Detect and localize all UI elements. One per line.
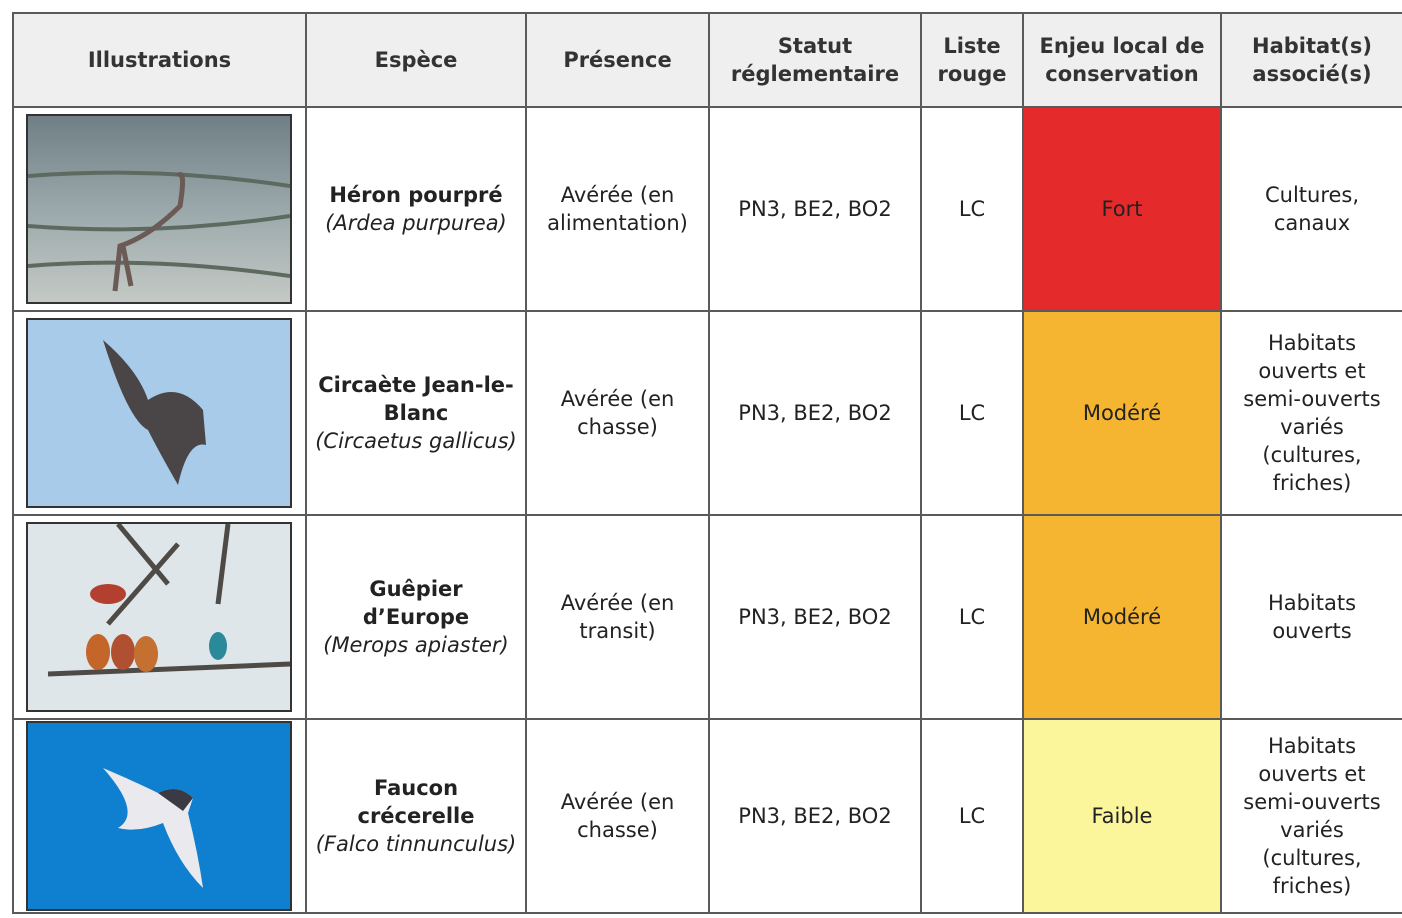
row: Circaète Jean-le-Blanc (Circaetus gallicu…	[12, 310, 1402, 516]
enjeu: Fort	[1022, 106, 1222, 312]
species-cell: Circaète Jean-le-Blanc (Circaetus gallicu…	[305, 310, 527, 516]
latin-name: (Circaetus gallicus)	[315, 429, 517, 453]
species-name: Circaète Jean-le-Blanc	[318, 373, 514, 425]
photo	[26, 114, 292, 304]
photo-cell	[12, 310, 307, 516]
header-cell: Illustrations	[12, 12, 307, 108]
header-cell: Liste rouge	[920, 12, 1024, 108]
bird-illustration	[28, 723, 290, 909]
species-cell: Héron pourpré (Ardea purpurea)	[305, 106, 527, 312]
header-cell: Espèce	[305, 12, 527, 108]
photo	[26, 318, 292, 508]
habitat: Cultures, canaux	[1220, 106, 1402, 312]
header-row: Illustrations Espèce Présence Statut réglem…	[12, 12, 1402, 108]
habitat: Habitats ouverts et semi-ouverts variés …	[1220, 718, 1402, 914]
species-name: Faucon crécerelle	[357, 776, 475, 828]
liste-rouge: LC	[920, 310, 1024, 516]
latin-name: (Ardea purpurea)	[325, 211, 507, 235]
enjeu: Faible	[1022, 718, 1222, 914]
statut: PN3, BE2, BO2	[708, 310, 922, 516]
photo	[26, 721, 292, 911]
row: Faucon crécerelle (Falco tinnunculus) Avér…	[12, 718, 1402, 914]
table-body: Héron pourpré (Ardea purpurea) Avérée (en …	[12, 106, 1402, 914]
habitat: Habitats ouverts	[1220, 514, 1402, 720]
statut: PN3, BE2, BO2	[708, 718, 922, 914]
species-cell: Faucon crécerelle (Falco tinnunculus)	[305, 718, 527, 914]
presence: Avérée (en transit)	[525, 514, 710, 720]
presence: Avérée (en alimentation)	[525, 106, 710, 312]
header-cell: Habitat(s) associé(s)	[1220, 12, 1402, 108]
latin-name: (Merops apiaster)	[323, 633, 509, 657]
latin-name: (Falco tinnunculus)	[315, 832, 517, 856]
enjeu: Modéré	[1022, 310, 1222, 516]
statut: PN3, BE2, BO2	[708, 514, 922, 720]
header-cell: Statut réglementaire	[708, 12, 922, 108]
bird-illustration	[28, 522, 291, 710]
presence: Avérée (en chasse)	[525, 718, 710, 914]
photo	[26, 522, 292, 712]
row: Héron pourpré (Ardea purpurea) Avérée (en …	[12, 106, 1402, 312]
species-name: Guêpier d’Europe	[362, 577, 470, 629]
species-name: Héron pourpré	[329, 183, 503, 207]
bird-illustration	[28, 320, 290, 506]
header-cell: Enjeu local de conservation	[1022, 12, 1222, 108]
bird-illustration	[27, 116, 291, 302]
enjeu: Modéré	[1022, 514, 1222, 720]
liste-rouge: LC	[920, 106, 1024, 312]
presence: Avérée (en chasse)	[525, 310, 710, 516]
liste-rouge: LC	[920, 718, 1024, 914]
header-cell: Présence	[525, 12, 710, 108]
statut: PN3, BE2, BO2	[708, 106, 922, 312]
habitat: Habitats ouverts et semi-ouverts variés …	[1220, 310, 1402, 516]
liste-rouge: LC	[920, 514, 1024, 720]
row: Guêpier d’Europe (Merops apiaster) Avérée …	[12, 514, 1402, 720]
photo-cell	[12, 106, 307, 312]
species-cell: Guêpier d’Europe (Merops apiaster)	[305, 514, 527, 720]
species-table: Illustrations Espèce Présence Statut réglem…	[12, 12, 1402, 914]
photo-cell	[12, 718, 307, 914]
photo-cell	[12, 514, 307, 720]
